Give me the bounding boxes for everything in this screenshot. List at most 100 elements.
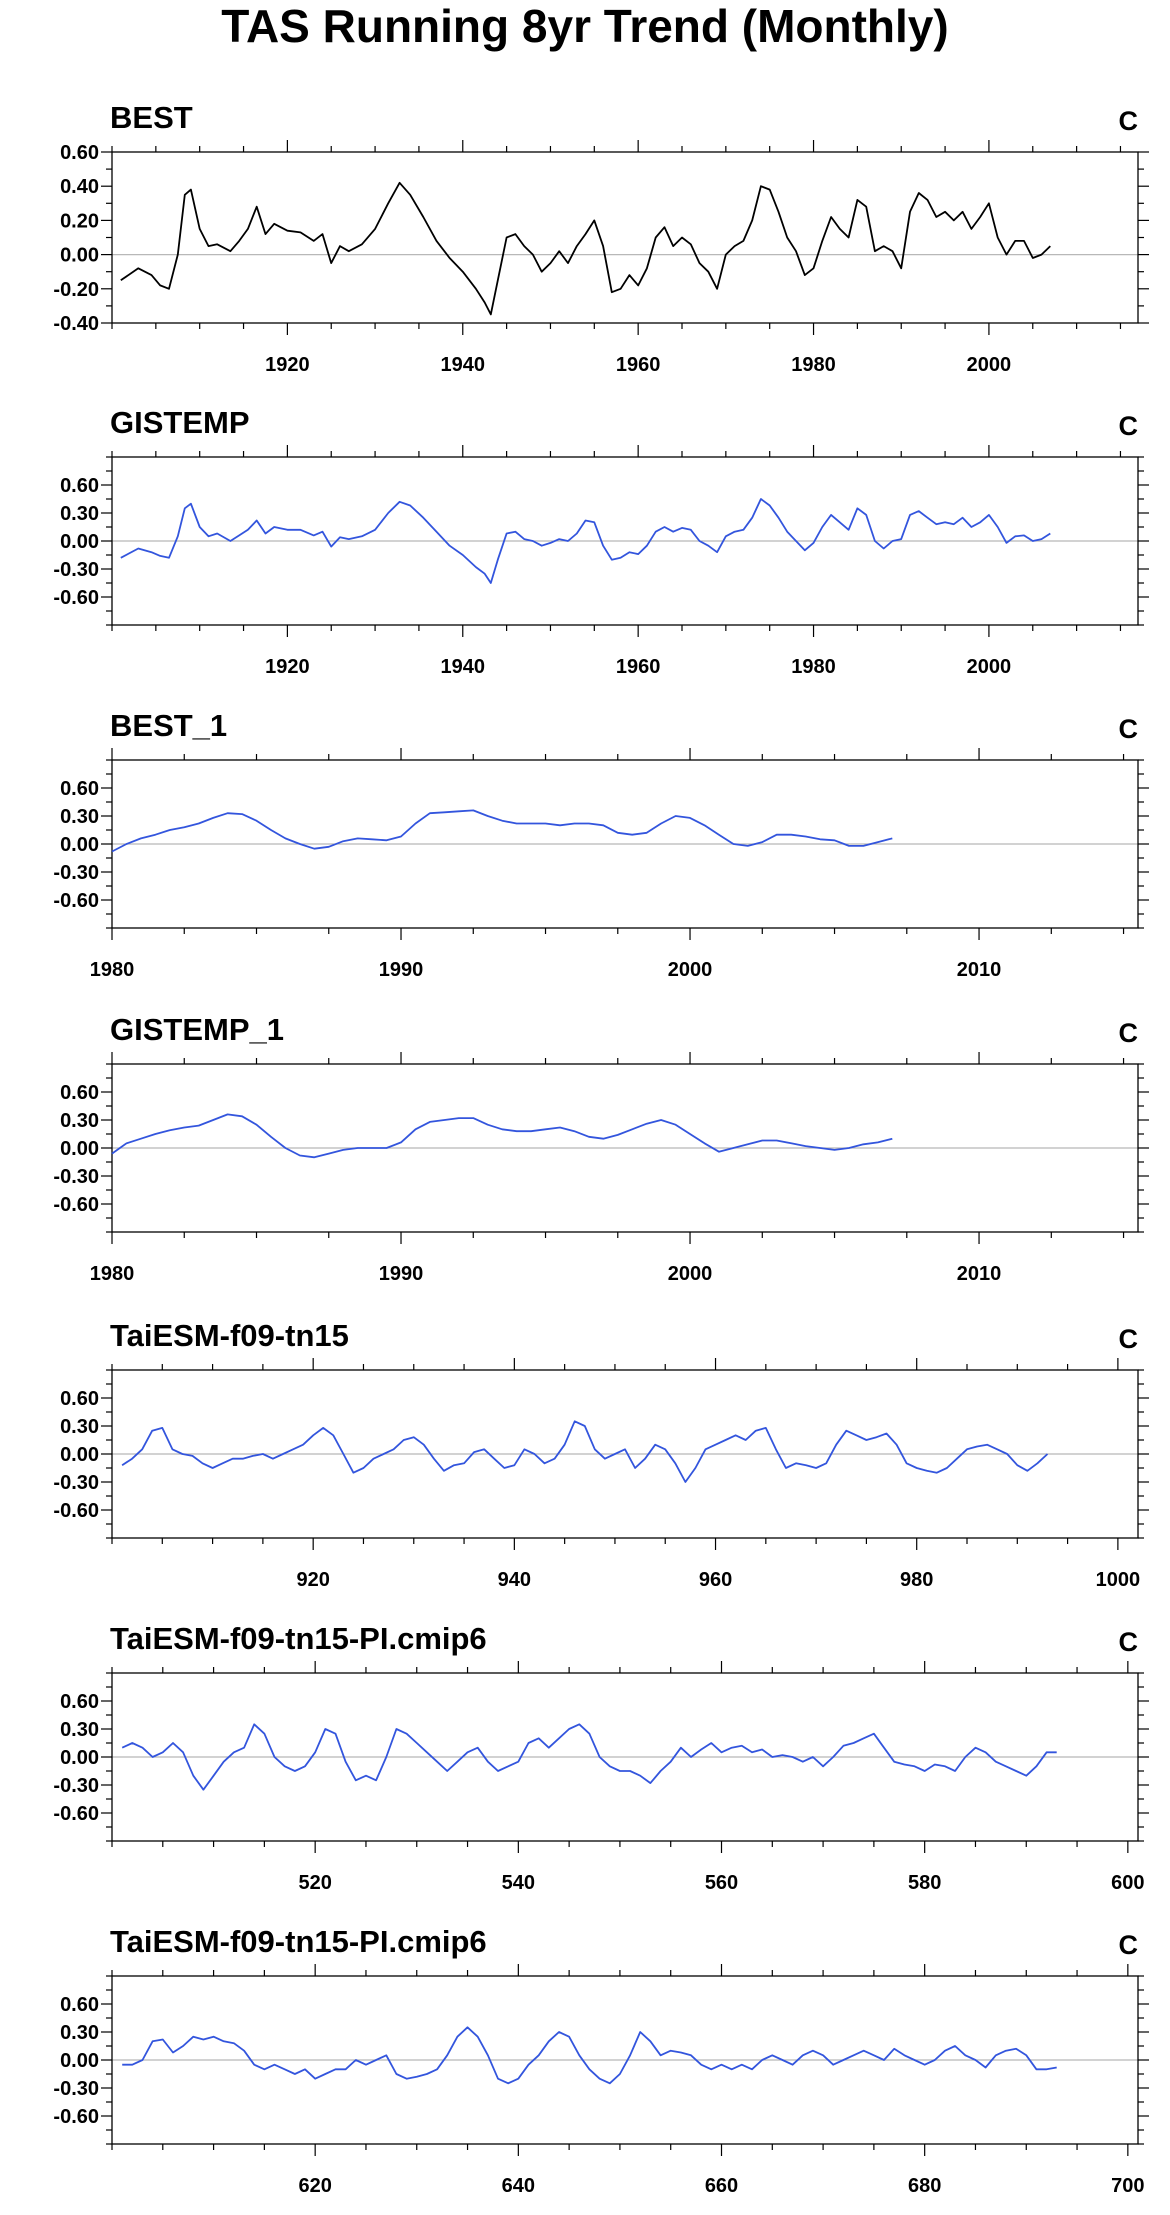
y-tick-label: -0.30 — [53, 2078, 99, 2100]
panel-unit: C — [1119, 411, 1139, 441]
x-tick-label: 1980 — [791, 354, 836, 376]
panel-title: GISTEMP — [110, 405, 250, 440]
y-tick-label: 0.30 — [60, 806, 99, 828]
panel-title: TaiESM-f09-tn15-PI.cmip6 — [110, 1924, 487, 1959]
x-tick-label: 1980 — [791, 656, 836, 678]
x-tick-label: 620 — [298, 2175, 331, 2197]
x-tick-label: 1920 — [265, 354, 310, 376]
x-tick-label: 540 — [502, 1872, 535, 1894]
series-line — [122, 2026, 1057, 2085]
panel-title: GISTEMP_1 — [110, 1012, 284, 1047]
y-tick-label: 0.40 — [60, 176, 99, 198]
series-line — [111, 809, 893, 853]
y-tick-label: 0.00 — [60, 245, 99, 267]
y-tick-label: 0.00 — [60, 834, 99, 856]
series-line — [120, 498, 1051, 584]
y-tick-label: 0.00 — [60, 1138, 99, 1160]
x-tick-label: 1960 — [616, 656, 661, 678]
y-tick-label: -0.30 — [53, 559, 99, 581]
panel-unit: C — [1119, 714, 1139, 744]
x-tick-label: 980 — [900, 1569, 933, 1591]
y-tick-label: -0.60 — [53, 1803, 99, 1825]
y-tick-label: -0.30 — [53, 1775, 99, 1797]
y-tick-label: 0.60 — [60, 1691, 99, 1713]
x-tick-label: 1990 — [379, 1263, 424, 1285]
panel-unit: C — [1119, 1930, 1139, 1960]
series-line — [120, 181, 1051, 316]
y-tick-label: 0.60 — [60, 1994, 99, 2016]
y-tick-label: 0.60 — [60, 142, 99, 164]
chart-panel-6: TaiESM-f09-tn15-PI.cmip6 C -0.60 -0.30 0.00 0… — [53, 1621, 1149, 1894]
y-tick-label: -0.40 — [53, 313, 99, 335]
y-tick-label: 0.60 — [60, 1388, 99, 1410]
chart-panel-5: TaiESM-f09-tn15 C -0.60 -0.30 0.00 0.30 0.60 92… — [53, 1318, 1149, 1591]
x-tick-label: 2000 — [668, 959, 713, 981]
panel-unit: C — [1119, 106, 1139, 136]
y-tick-label: 0.30 — [60, 1416, 99, 1438]
x-tick-label: 2000 — [668, 1263, 713, 1285]
plot-frame — [111, 151, 1139, 324]
y-tick-label: -0.20 — [53, 279, 99, 301]
figure-title: TAS Running 8yr Trend (Monthly) — [221, 0, 948, 52]
panel-title: BEST_1 — [110, 708, 227, 743]
x-tick-label: 700 — [1111, 2175, 1144, 2197]
panel-title: TaiESM-f09-tn15 — [110, 1318, 349, 1353]
x-tick-label: 2010 — [957, 1263, 1002, 1285]
x-tick-label: 1920 — [265, 656, 310, 678]
y-tick-label: 0.20 — [60, 210, 99, 232]
x-tick-label: 1960 — [616, 354, 661, 376]
x-tick-label: 520 — [298, 1872, 331, 1894]
x-tick-label: 2000 — [967, 656, 1012, 678]
x-tick-label: 920 — [296, 1569, 329, 1591]
x-tick-label: 640 — [502, 2175, 535, 2197]
y-tick-label: -0.60 — [53, 587, 99, 609]
chart-panel-4: GISTEMP_1 C -0.60 -0.30 0.00 0.30 0.60 1980 1990… — [53, 1012, 1149, 1285]
y-tick-label: -0.30 — [53, 1472, 99, 1494]
panel-unit: C — [1119, 1324, 1139, 1354]
x-tick-label: 1000 — [1096, 1569, 1141, 1591]
panels: BEST C -0.40 -0.20 0.00 0.20 0.40 0.60 1920 1940 1… — [53, 100, 1149, 2197]
x-tick-label: 940 — [498, 1569, 531, 1591]
y-tick-label: -0.60 — [53, 2106, 99, 2128]
y-tick-label: 0.60 — [60, 475, 99, 497]
y-tick-label: 0.00 — [60, 1444, 99, 1466]
x-tick-label: 1940 — [441, 656, 486, 678]
y-tick-label: -0.30 — [53, 1166, 99, 1188]
x-tick-label: 660 — [705, 2175, 738, 2197]
y-tick-label: 0.60 — [60, 778, 99, 800]
x-tick-label: 560 — [705, 1872, 738, 1894]
x-tick-label: 1940 — [441, 354, 486, 376]
chart-panel-1: BEST C -0.40 -0.20 0.00 0.20 0.40 0.60 1920 1940 1… — [53, 100, 1149, 376]
x-tick-label: 1980 — [90, 1263, 135, 1285]
y-tick-label: 0.00 — [60, 1747, 99, 1769]
y-tick-label: 0.00 — [60, 2050, 99, 2072]
y-tick-label: -0.30 — [53, 862, 99, 884]
series-line — [111, 1113, 893, 1159]
chart-panel-3: BEST_1 C -0.60 -0.30 0.00 0.30 0.60 1980 1990 200… — [53, 708, 1149, 981]
y-tick-label: 0.30 — [60, 2022, 99, 2044]
y-tick-label: -0.60 — [53, 1500, 99, 1522]
x-tick-label: 1990 — [379, 959, 424, 981]
x-tick-label: 600 — [1111, 1872, 1144, 1894]
y-tick-label: 0.30 — [60, 503, 99, 525]
y-tick-label: 0.30 — [60, 1719, 99, 1741]
x-tick-label: 2000 — [967, 354, 1012, 376]
panel-title: TaiESM-f09-tn15-PI.cmip6 — [110, 1621, 487, 1656]
y-tick-label: 0.30 — [60, 1110, 99, 1132]
y-tick-label: 0.60 — [60, 1082, 99, 1104]
x-tick-label: 1980 — [90, 959, 135, 981]
x-tick-label: 680 — [908, 2175, 941, 2197]
series-line — [121, 1723, 1057, 1791]
y-tick-label: -0.60 — [53, 1194, 99, 1216]
chart-panel-2: GISTEMP C -0.60 -0.30 0.00 0.30 0.60 1920 1940 19… — [53, 405, 1149, 678]
chart-panel-7: TaiESM-f09-tn15-PI.cmip6 C -0.60 -0.30 0.00 0… — [53, 1924, 1149, 2197]
panel-unit: C — [1119, 1627, 1139, 1657]
x-tick-label: 580 — [908, 1872, 941, 1894]
panel-title: BEST — [110, 100, 193, 135]
x-tick-label: 960 — [699, 1569, 732, 1591]
y-tick-label: -0.60 — [53, 890, 99, 912]
x-tick-label: 2010 — [957, 959, 1002, 981]
series-line — [121, 1420, 1049, 1483]
panel-unit: C — [1119, 1018, 1139, 1048]
